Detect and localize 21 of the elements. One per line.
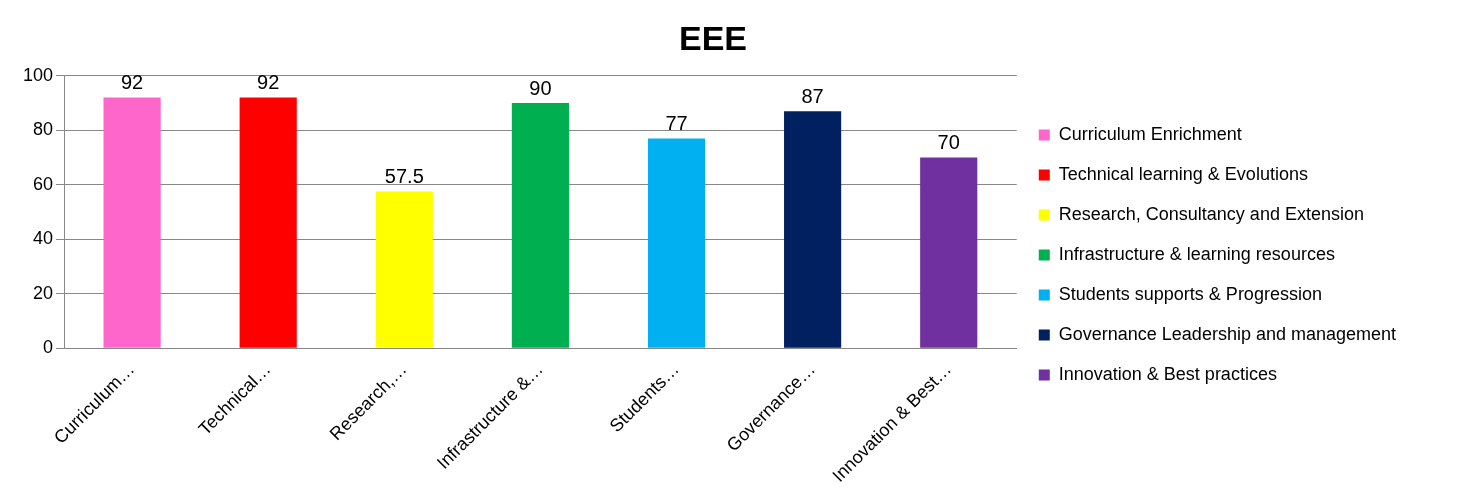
legend-label: Technical learning & Evolutions xyxy=(1058,163,1308,184)
y-tick-label: 40 xyxy=(33,228,54,249)
y-tick-label: 60 xyxy=(33,173,54,194)
legend-label: Curriculum Enrichment xyxy=(1058,123,1242,144)
data-label: 87 xyxy=(801,84,824,107)
y-tick-label: 0 xyxy=(43,337,54,358)
data-label: 92 xyxy=(257,71,280,94)
data-label: 77 xyxy=(665,111,688,134)
legend-label: Innovation & Best practices xyxy=(1058,363,1277,384)
y-tick-label: 80 xyxy=(33,119,54,140)
chart-title: EEE xyxy=(678,18,748,57)
legend-label: Research, Consultancy and Extension xyxy=(1058,203,1364,224)
legend-label: Governance Leadership and management xyxy=(1058,323,1397,344)
legend-label: Infrastructure & learning resources xyxy=(1058,243,1335,264)
legend-label: Students supports & Progression xyxy=(1058,283,1322,304)
data-label: 90 xyxy=(529,76,552,99)
data-label: 70 xyxy=(937,131,960,154)
data-label: 57.5 xyxy=(384,165,424,188)
y-tick-label: 100 xyxy=(22,64,54,85)
y-tick-label: 20 xyxy=(33,282,54,303)
data-label: 92 xyxy=(120,71,144,94)
